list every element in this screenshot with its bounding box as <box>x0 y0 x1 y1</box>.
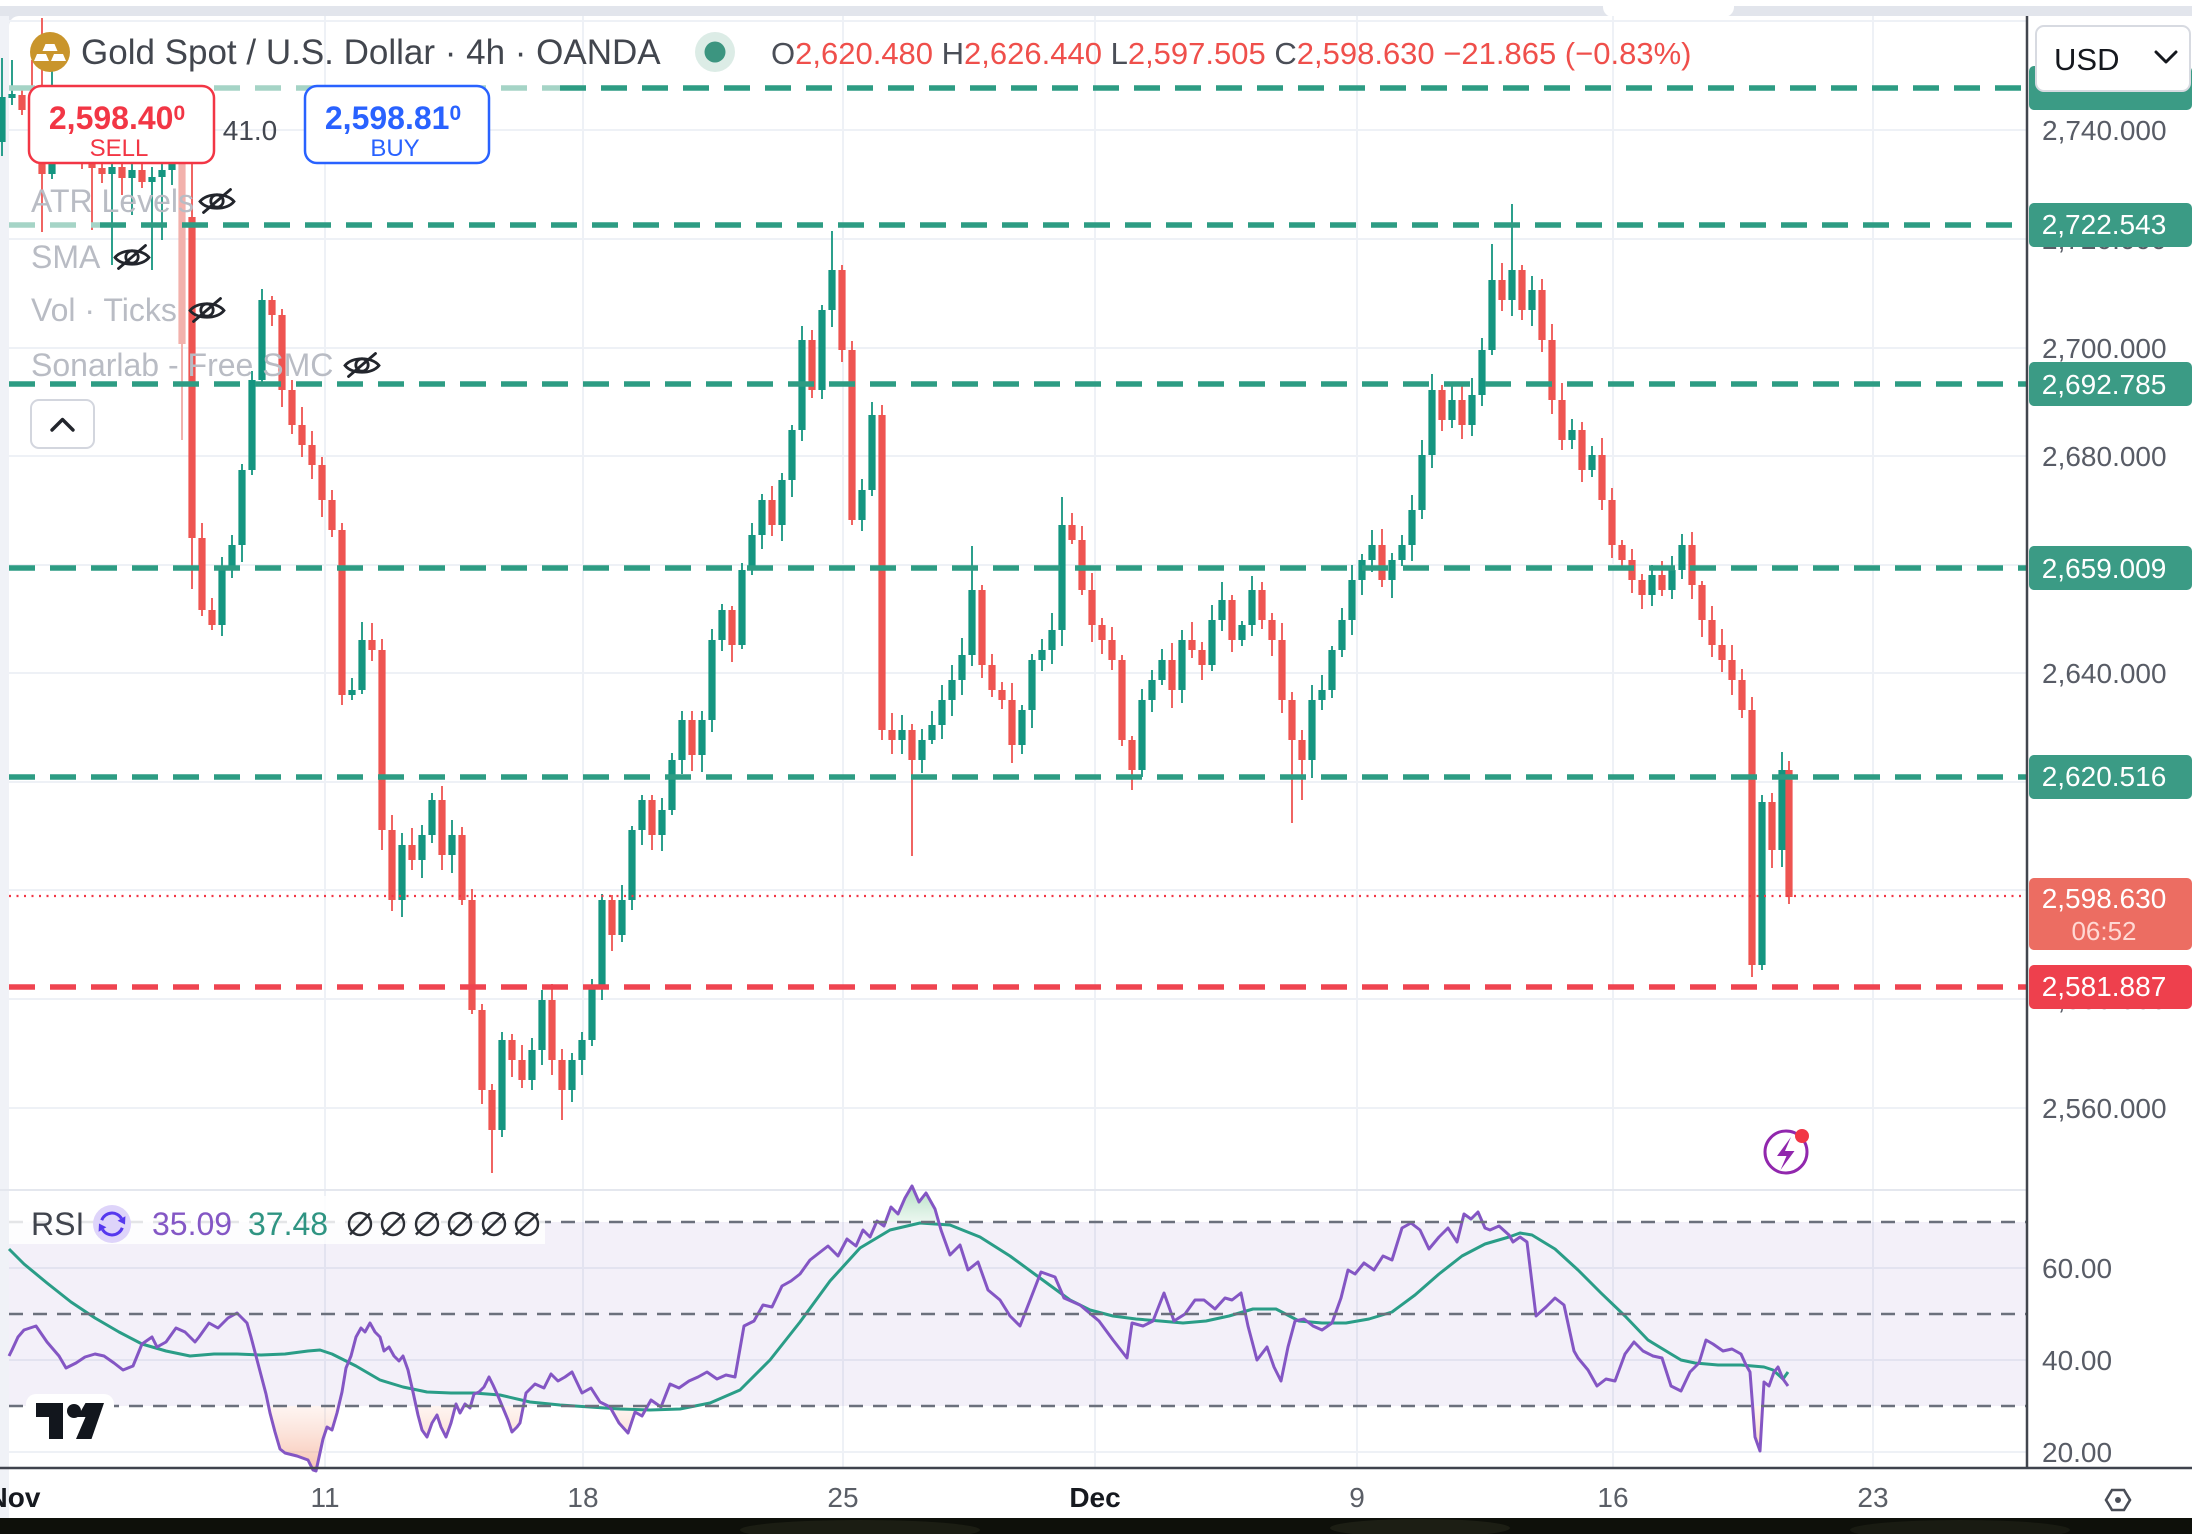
svg-text:Sonarlab - Free SMC: Sonarlab - Free SMC <box>31 347 333 383</box>
svg-text:25: 25 <box>827 1482 858 1513</box>
svg-text:2,598.400: 2,598.400 <box>49 100 185 136</box>
svg-text:Vol · Ticks: Vol · Ticks <box>31 292 177 328</box>
svg-text:BUY: BUY <box>370 135 419 162</box>
svg-text:2,680.000: 2,680.000 <box>2042 441 2167 472</box>
svg-text:06:52: 06:52 <box>2071 916 2136 946</box>
svg-text:23: 23 <box>1857 1482 1888 1513</box>
svg-text:41.0: 41.0 <box>223 115 278 146</box>
svg-text:2,560.000: 2,560.000 <box>2042 1093 2167 1124</box>
svg-text:40.00: 40.00 <box>2042 1345 2112 1376</box>
svg-text:USD: USD <box>2054 42 2119 77</box>
svg-text:ATR Levels: ATR Levels <box>31 183 194 219</box>
svg-text:2,598.630: 2,598.630 <box>2042 883 2167 914</box>
svg-text:O2,620.480 H2,626.440 L2,597.5: O2,620.480 H2,626.440 L2,597.505 C2,598.… <box>771 36 1691 71</box>
svg-text:RSI: RSI <box>31 1206 84 1242</box>
svg-text:SELL: SELL <box>90 135 149 162</box>
svg-text:20.00: 20.00 <box>2042 1437 2112 1468</box>
svg-text:2,740.000: 2,740.000 <box>2042 115 2167 146</box>
svg-text:2,692.785: 2,692.785 <box>2042 369 2167 400</box>
svg-text:2,581.887: 2,581.887 <box>2042 971 2167 1002</box>
svg-text:11: 11 <box>310 1482 339 1513</box>
svg-text:Nov: Nov <box>0 1482 41 1513</box>
svg-text:16: 16 <box>1597 1482 1628 1513</box>
svg-text:Dec: Dec <box>1069 1482 1120 1513</box>
svg-text:2,659.009: 2,659.009 <box>2042 553 2167 584</box>
svg-text:SMA: SMA <box>31 239 101 275</box>
svg-text:9: 9 <box>1349 1482 1365 1513</box>
svg-text:2,700.000: 2,700.000 <box>2042 333 2167 364</box>
svg-text:2,598.810: 2,598.810 <box>325 100 461 136</box>
svg-text:Gold Spot / U.S. Dollar · 4h ·: Gold Spot / U.S. Dollar · 4h · OANDA <box>81 33 661 72</box>
svg-text:37.48: 37.48 <box>248 1206 328 1242</box>
svg-text:2,640.000: 2,640.000 <box>2042 658 2167 689</box>
svg-text:35.09: 35.09 <box>152 1206 232 1242</box>
svg-text:60.00: 60.00 <box>2042 1253 2112 1284</box>
svg-text:18: 18 <box>567 1482 598 1513</box>
svg-text:2,620.516: 2,620.516 <box>2042 761 2167 792</box>
svg-text:2,722.543: 2,722.543 <box>2042 209 2167 240</box>
